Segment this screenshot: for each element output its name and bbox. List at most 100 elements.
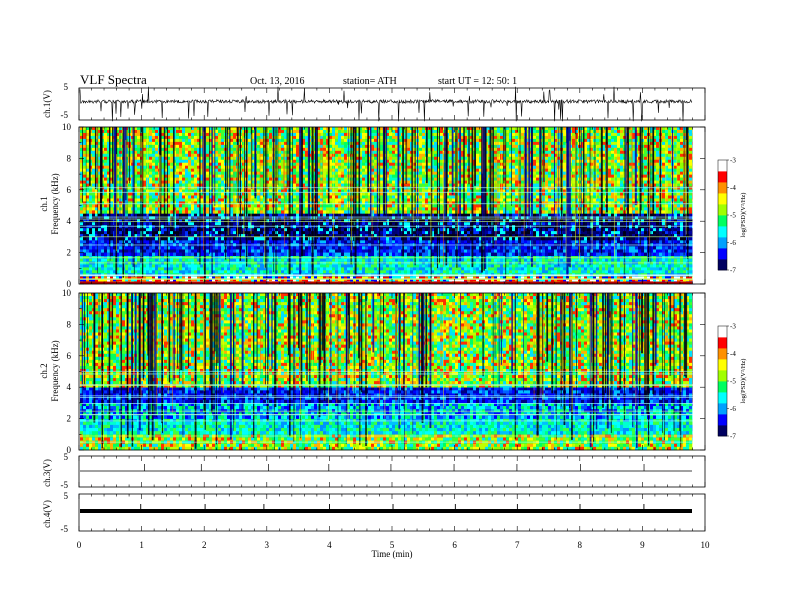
spectrogram-cell: [227, 264, 231, 268]
spectrogram-cell: [548, 213, 552, 217]
spectrogram-cell: [512, 228, 516, 232]
spectrogram-cell: [404, 276, 408, 280]
spectrogram-cell: [626, 270, 630, 274]
spectrogram-cell: [398, 213, 402, 217]
spectrogram-cell: [461, 258, 465, 262]
spectrogram-cell: [242, 276, 246, 280]
spectrogram-cell: [503, 249, 507, 253]
spectrogram-cell: [527, 278, 531, 282]
spectrogram-cell: [590, 240, 594, 244]
spectrogram-cell: [428, 225, 432, 229]
spectrogram-cell: [395, 225, 399, 229]
spectrogram-cell: [584, 240, 588, 244]
spectrogram-cell: [461, 216, 465, 220]
spectrogram-cell: [389, 258, 393, 262]
spectrogram-cell: [275, 225, 279, 229]
spectrogram-cell: [101, 270, 105, 274]
spectrogram-cell: [257, 234, 261, 238]
spectrogram-cell: [110, 267, 114, 271]
spectrogram-cell: [212, 258, 216, 262]
spectrogram-cell: [617, 225, 621, 229]
spectrogram-cell: [524, 237, 528, 241]
spectrogram-cell: [497, 216, 501, 220]
spectrogram-cell: [197, 237, 201, 241]
spectrogram-cell: [89, 216, 93, 220]
spectrogram-cell: [212, 228, 216, 232]
spectrogram-cell: [440, 267, 444, 271]
spectrogram-cell: [383, 270, 387, 274]
spectrogram-cell: [563, 237, 567, 241]
spectrogram-cell: [332, 258, 336, 262]
spectrogram-cell: [614, 219, 618, 223]
spectrogram-cell: [212, 222, 216, 226]
spectrogram-cell: [347, 276, 351, 280]
spectrogram-cell: [296, 278, 300, 282]
spectrogram-cell: [422, 264, 426, 268]
spectrogram-cell: [83, 249, 87, 253]
spectrogram-cell: [602, 216, 606, 220]
spectrogram-cell: [629, 234, 633, 238]
spectrogram-cell: [248, 231, 252, 235]
spectrogram-cell: [668, 278, 672, 282]
spectrogram-cell: [431, 249, 435, 253]
spectrogram-cell: [533, 213, 537, 217]
spectrogram-cell: [497, 234, 501, 238]
spectrogram-cell: [320, 278, 324, 282]
spectrogram-cell: [326, 267, 330, 271]
spectrogram-cell: [284, 216, 288, 220]
spectrogram-cell: [593, 240, 597, 244]
spectrogram-cell: [275, 252, 279, 257]
spectrogram-cell: [455, 276, 459, 280]
spectrogram-cell: [677, 258, 681, 262]
spectrogram-cell: [266, 231, 270, 235]
spectrogram-cell: [116, 270, 120, 274]
spectrogram-cell: [200, 267, 204, 271]
spectrogram-cell: [641, 219, 645, 223]
spectrogram-cell: [686, 276, 690, 280]
spectrogram-cell: [125, 258, 129, 262]
spectrogram-cell: [656, 258, 660, 262]
spectrogram-cell: [353, 276, 357, 280]
spectrogram-cell: [200, 222, 204, 226]
spectrogram-cell: [674, 258, 678, 262]
spectrogram-cell: [383, 252, 387, 257]
spectrogram-cell: [563, 213, 567, 217]
spectrogram-cell: [437, 249, 441, 253]
spectrogram-cell: [152, 264, 156, 268]
spectrogram-cell: [173, 228, 177, 232]
spectrogram-cell: [200, 276, 204, 280]
spectrogram-cell: [596, 231, 600, 235]
spectrogram-cell: [503, 278, 507, 282]
spectrogram-cell: [176, 278, 180, 282]
spectrogram-cell: [449, 228, 453, 232]
spectrogram-cell: [176, 249, 180, 253]
spectrogram-cell: [554, 278, 558, 282]
spectrogram-cell: [317, 240, 321, 244]
spectrogram-cell: [188, 228, 192, 232]
spectrogram-cell: [557, 267, 561, 271]
spectrogram-cell: [584, 219, 588, 223]
spectrogram-cell: [377, 278, 381, 282]
spectrogram-cell: [197, 216, 201, 220]
spectrogram-cell: [425, 237, 429, 241]
spectrogram-cell: [506, 225, 510, 229]
spectrogram-cell: [146, 252, 150, 257]
spectrogram-cell: [293, 276, 297, 280]
spectrogram-cell: [653, 252, 657, 257]
spectrogram-cell: [425, 264, 429, 268]
spectrogram-cell: [593, 231, 597, 235]
spectrogram-cell: [137, 222, 141, 226]
spectrogram-cell: [575, 252, 579, 257]
spectrogram-cell: [554, 234, 558, 238]
spectrogram-cell: [572, 249, 576, 253]
spectrogram-cell: [125, 216, 129, 220]
spectrogram-cell: [602, 231, 606, 235]
spectrogram-cell: [605, 276, 609, 280]
spectrogram-cell: [521, 276, 525, 280]
spectrogram-cell: [257, 270, 261, 274]
spectrogram-cell: [221, 252, 225, 257]
spectrogram-cell: [482, 270, 486, 274]
spectrogram-cell: [191, 219, 195, 223]
spectrogram-cell: [635, 240, 639, 244]
spectrogram-cell: [92, 270, 96, 274]
